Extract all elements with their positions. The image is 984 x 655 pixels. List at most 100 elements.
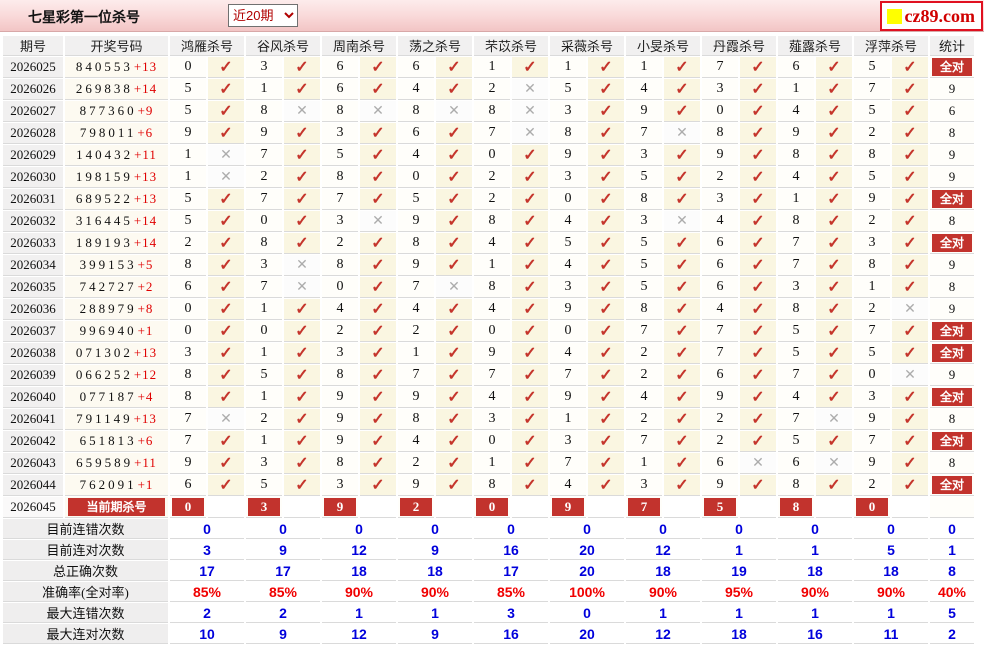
result-cell: ✓ [816,255,852,276]
cross-icon: ✕ [524,104,536,119]
result-cell: ✓ [892,431,928,452]
result-cell: ✓ [512,211,548,232]
check-icon: ✓ [599,235,613,252]
current-kill-cell: 0 [854,497,890,518]
result-cell: ✓ [284,365,320,386]
summary-value-cell: 90% [322,582,396,602]
check-icon: ✓ [675,323,689,340]
result-cell: ✓ [892,277,928,298]
check-icon: ✓ [751,235,765,252]
result-cell: ✓ [436,233,472,254]
kill-number-cell: 9 [398,255,434,276]
kill-number-cell: 3 [550,431,586,452]
result-cell: ✓ [740,189,776,210]
check-icon: ✓ [751,213,765,230]
result-cell: ✓ [664,255,700,276]
summary-value-cell: 20 [550,540,624,560]
result-cell: ✓ [740,101,776,122]
result-cell: ✓ [284,475,320,496]
kill-number-cell: 8 [474,475,510,496]
result-cell: ✓ [664,57,700,78]
kill-number-cell: 9 [778,123,814,144]
check-icon: ✓ [295,147,309,164]
result-cell: ✓ [588,431,624,452]
result-cell: ✓ [512,299,548,320]
summary-value-cell: 95% [702,582,776,602]
stat-cell: 9 [930,145,974,166]
period-cell: 2026026 [3,79,63,100]
summary-value-cell: 10 [170,624,244,644]
table-row: 2026033 189193+14 2 ✓ 8 ✓ 2 ✓ 8 ✓ 4 ✓ 5 ✓ 5 ✓ 6 ✓ 7 ✓ 3 ✓ 全对 [3,233,974,254]
period-cell: 2026041 [3,409,63,430]
result-cell: ✓ [360,431,396,452]
period-select[interactable]: 近20期 [228,4,298,27]
result-cell: ✕ [284,255,320,276]
summary-value-cell: 0 [550,519,624,539]
kill-number-cell: 8 [626,299,662,320]
kill-number-cell: 7 [778,233,814,254]
kill-number-cell: 5 [778,431,814,452]
summary-value-cell: 85% [170,582,244,602]
check-icon: ✓ [219,389,233,406]
result-cell: ✓ [588,101,624,122]
kill-number-cell: 4 [474,233,510,254]
stat-cell [930,497,974,518]
result-cell: ✕ [208,167,244,188]
period-cell: 2026028 [3,123,63,144]
check-icon: ✓ [675,345,689,362]
result-cell: ✓ [588,123,624,144]
result-cell: ✓ [816,145,852,166]
kill-number-cell: 9 [322,409,358,430]
result-cell: ✕ [740,453,776,474]
cross-icon: ✕ [676,214,688,229]
stat-cell: 8 [930,409,974,430]
check-icon: ✓ [903,213,917,230]
summary-value-cell: 12 [322,624,396,644]
result-cell: ✓ [892,167,928,188]
check-icon: ✓ [523,257,537,274]
check-icon: ✓ [219,125,233,142]
result-cell: ✓ [208,431,244,452]
result-cell: ✓ [360,365,396,386]
check-icon: ✓ [675,367,689,384]
summary-value-cell: 3 [170,540,244,560]
check-icon: ✓ [523,235,537,252]
kill-number-cell: 6 [778,57,814,78]
kill-number-cell: 5 [398,189,434,210]
kill-analysis-table: 期号 开奖号码 鸿雁杀号 谷风杀号 周南杀号 荡之杀号 芣苡杀号 采薇杀号 小旻杀号 丹霞杀号 薤露… [1,35,976,645]
check-icon: ✓ [523,477,537,494]
result-cell: ✓ [892,475,928,496]
result-cell: ✓ [740,57,776,78]
kill-number-cell: 5 [246,475,282,496]
result-cell: ✕ [284,277,320,298]
check-icon: ✓ [675,411,689,428]
check-icon: ✓ [219,301,233,318]
result-cell: ✕ [208,409,244,430]
check-icon: ✓ [675,169,689,186]
kill-number-cell: 3 [702,189,738,210]
kill-number-cell: 7 [550,365,586,386]
summary-value-cell: 20 [550,561,624,581]
check-icon: ✓ [295,433,309,450]
result-cell: ✓ [664,343,700,364]
result-cell: ✕ [436,277,472,298]
kill-number-cell: 3 [778,277,814,298]
result-cell: ✓ [740,387,776,408]
kill-number-cell: 4 [702,299,738,320]
check-icon: ✓ [751,191,765,208]
draw-number-cell: 791149+13 [65,409,168,430]
result-cell: ✓ [360,57,396,78]
kill-number-cell: 9 [702,387,738,408]
kill-number-cell: 0 [550,189,586,210]
stat-cell: 9 [930,79,974,100]
kill-number-cell: 3 [474,409,510,430]
table-row: 2026038 071302+13 3 ✓ 1 ✓ 3 ✓ 1 ✓ 9 ✓ 4 ✓ 2 ✓ 7 ✓ 5 ✓ 5 ✓ 全对 [3,343,974,364]
site-logo[interactable]: cz89.com [879,1,983,31]
period-cell: 2026036 [3,299,63,320]
check-icon: ✓ [827,433,841,450]
current-kill-cell: 2 [398,497,434,518]
table-row: 2026027 877360+9 5 ✓ 8 ✕ 8 ✕ 8 ✕ 8 ✕ 3 ✓ 9 ✓ 0 ✓ 4 ✓ 5 ✓ 6 [3,101,974,122]
summary-label: 最大连错次数 [3,603,168,623]
cross-icon: ✕ [296,104,308,119]
check-icon: ✓ [599,389,613,406]
